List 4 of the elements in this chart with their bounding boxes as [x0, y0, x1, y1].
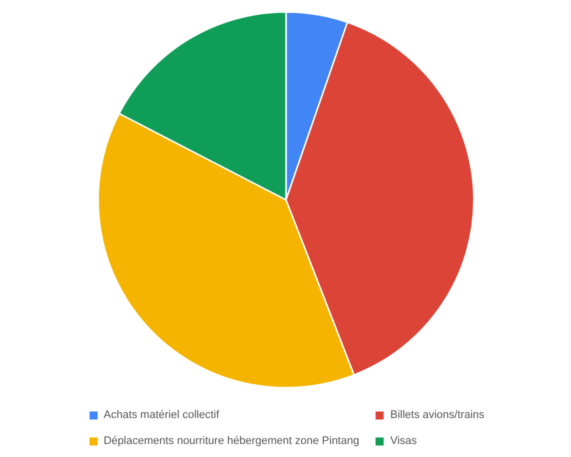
legend-label: Billets avions/trains [390, 409, 484, 421]
legend-label: Déplacements nourriture hébergement zone Pintang [104, 435, 360, 447]
legend-label: Visas [390, 435, 417, 447]
legend-label: Achats matériel collectif [104, 409, 220, 421]
